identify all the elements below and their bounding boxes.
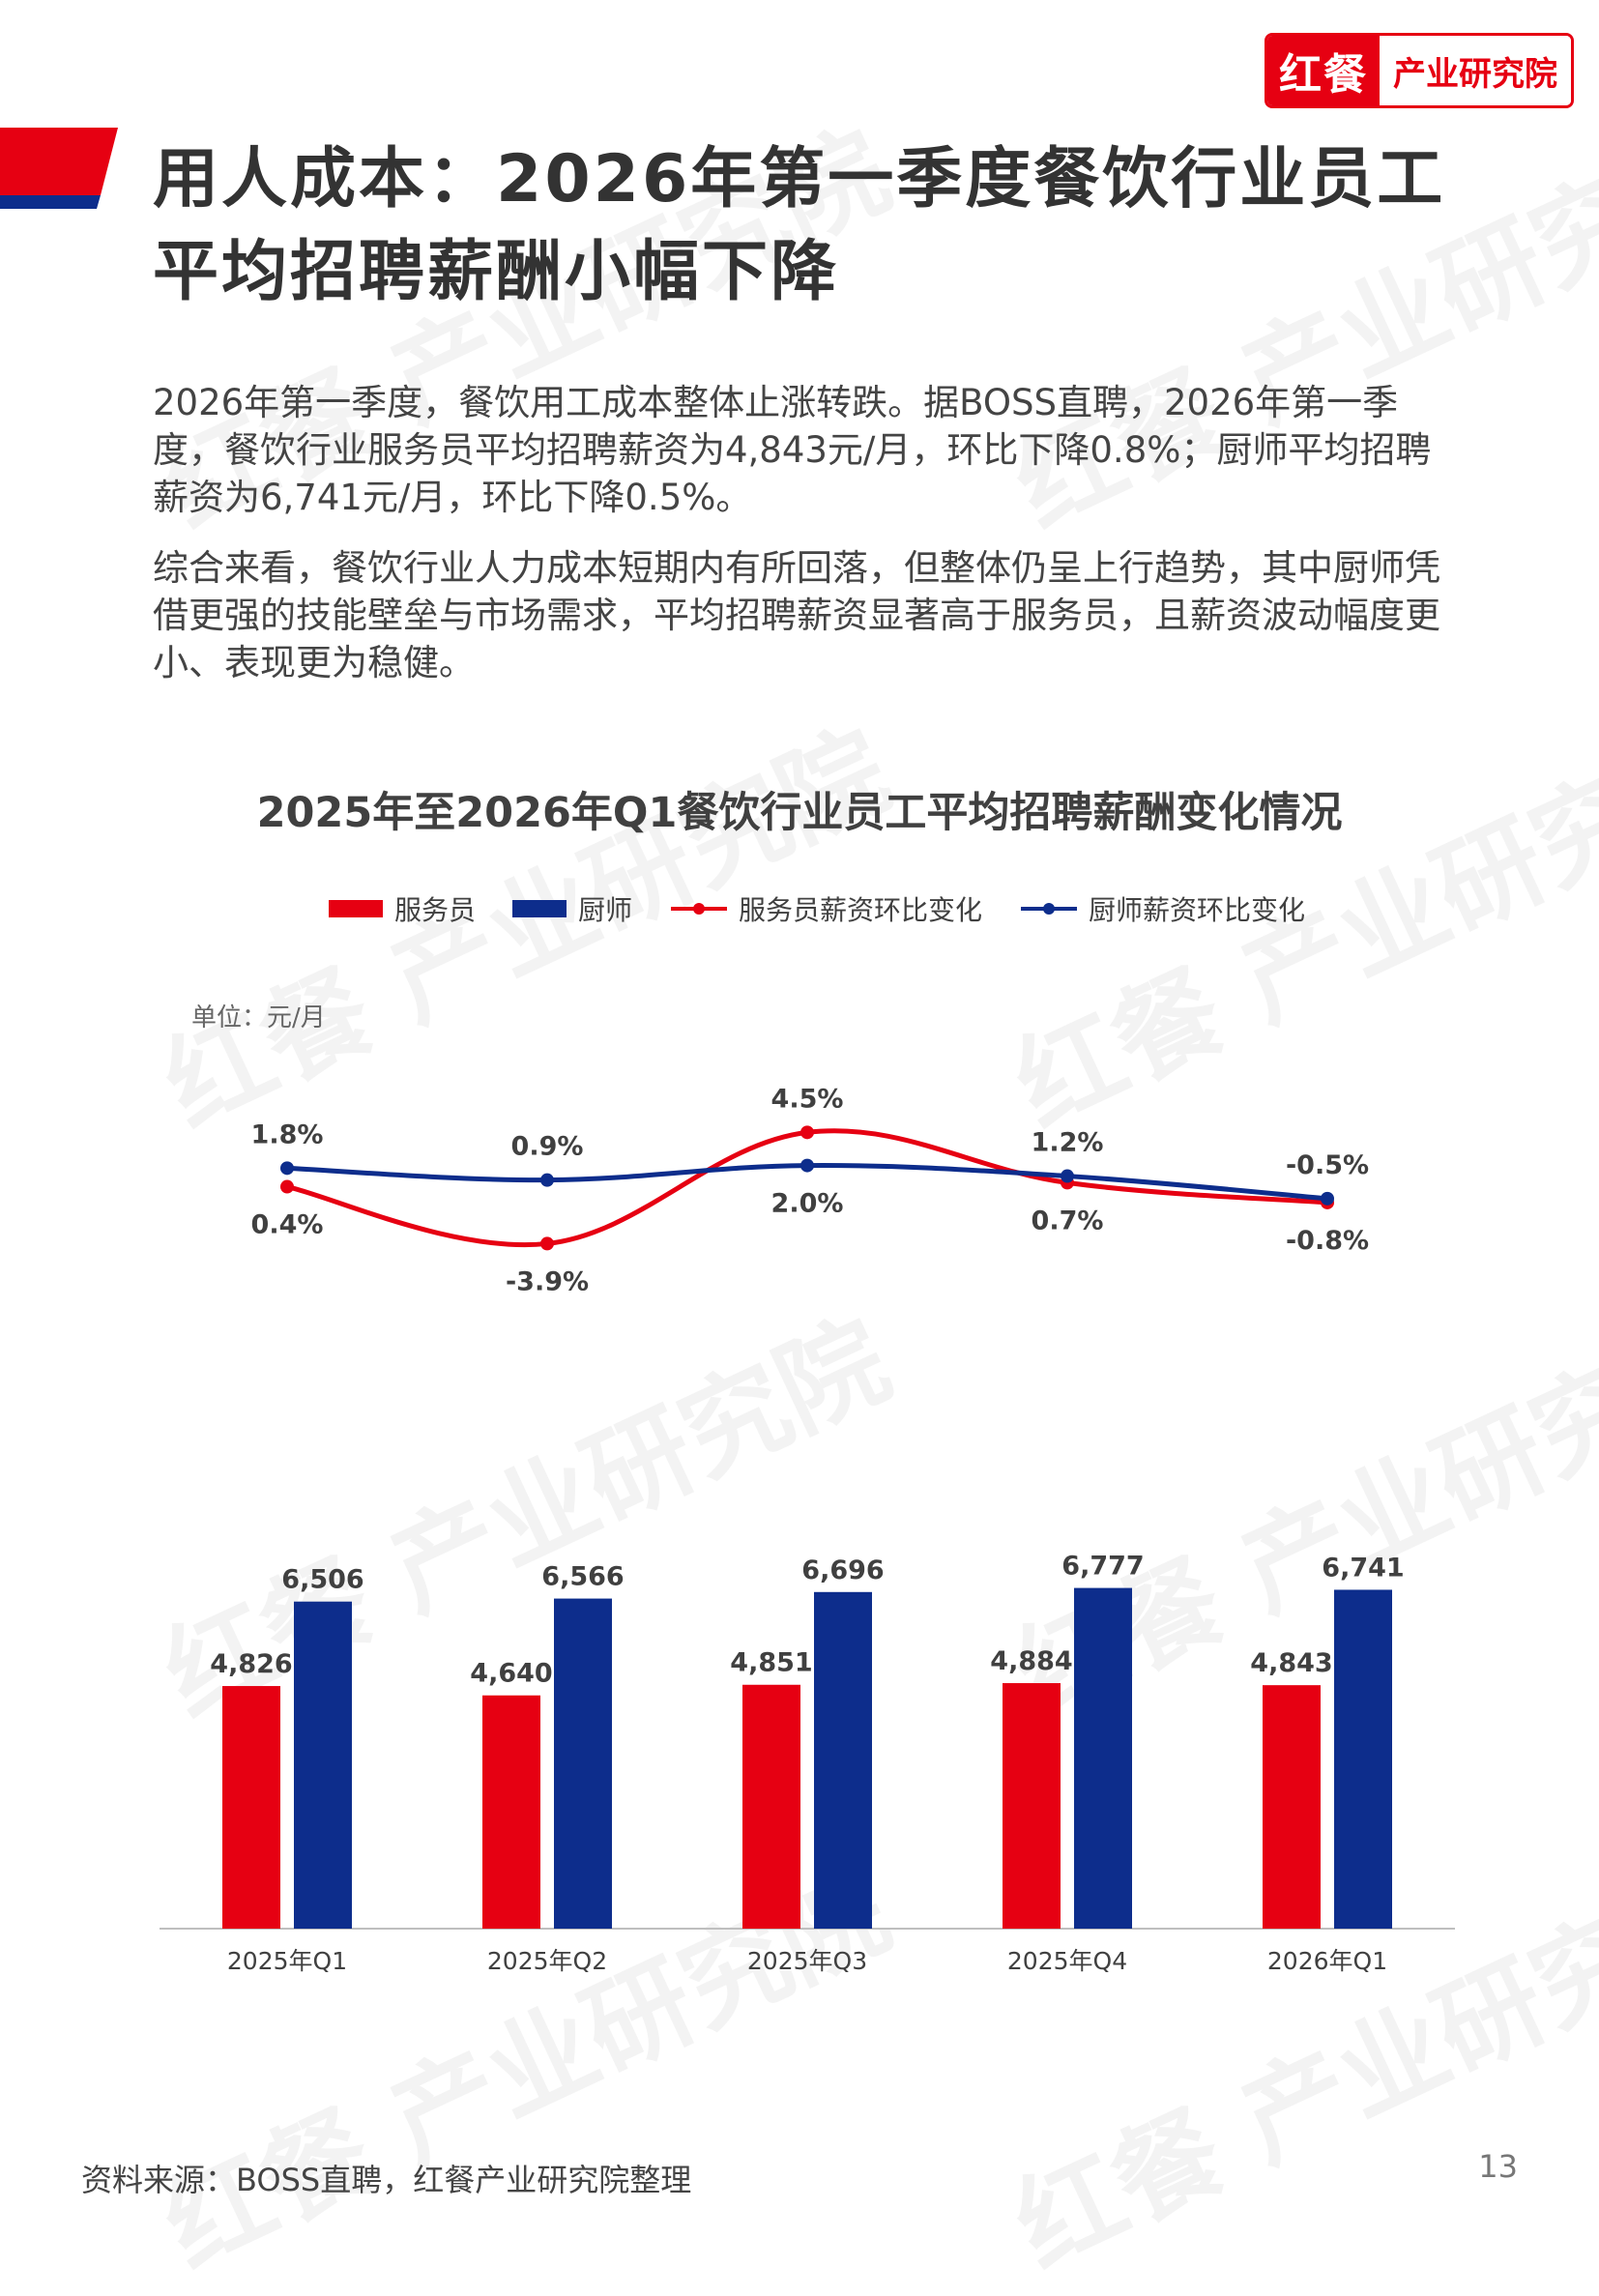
logo-sub-text: 产业研究院	[1380, 36, 1571, 105]
label-waiter-change-4: 0.7%	[1032, 1206, 1104, 1235]
label-waiter-2: 4,640	[470, 1659, 552, 1689]
legend-item-waiter-change: 服务员薪资环比变化	[669, 889, 982, 928]
page-number: 13	[1478, 2148, 1518, 2185]
bar-chef-3	[814, 1591, 872, 1929]
logo-main-text: 红餐	[1267, 36, 1380, 105]
point-chef-change-3	[800, 1158, 814, 1173]
label-chef-change-2: 0.9%	[511, 1132, 584, 1162]
bar-chef-4	[1074, 1587, 1132, 1929]
label-chef-change-4: 1.2%	[1032, 1128, 1104, 1158]
legend-label-chef-change: 厨师薪资环比变化	[1089, 894, 1306, 926]
label-waiter-5: 4,843	[1250, 1648, 1332, 1678]
point-waiter-change-3	[800, 1125, 814, 1140]
label-waiter-1: 4,826	[210, 1649, 292, 1679]
label-chef-change-3: 2.0%	[771, 1189, 844, 1219]
legend-swatch-waiter	[329, 900, 383, 917]
legend-label-waiter: 服务员	[394, 894, 477, 926]
bar-waiter-1	[222, 1686, 280, 1929]
label-waiter-change-5: -0.8%	[1286, 1226, 1369, 1256]
summary-paragraph: 综合来看，餐饮行业人力成本短期内有所回落，但整体仍呈上行趋势，其中厨师凭借更强的…	[153, 547, 1440, 683]
x-tick-label-4: 2025年Q4	[1007, 1947, 1127, 1972]
legend-item-chef: 厨师	[512, 889, 632, 928]
x-tick-label-3: 2025年Q3	[747, 1947, 867, 1972]
label-chef-5: 6,741	[1322, 1553, 1404, 1583]
bar-chef-5	[1334, 1589, 1392, 1929]
chart-legend: 服务员 厨师 服务员薪资环比变化 厨师薪资环比变化	[329, 889, 1342, 928]
point-waiter-change-1	[280, 1179, 294, 1194]
unit-label: 单位：元/月	[191, 1003, 326, 1032]
bar-chef-1	[294, 1601, 352, 1929]
intro-paragraph: 2026年第一季度，餐饮用工成本整体止涨转跌。据BOSS直聘，2026年第一季度…	[153, 382, 1432, 518]
bar-chef-2	[554, 1598, 612, 1929]
legend-line-waiter-change	[671, 903, 728, 915]
page-title: 用人成本：2026年第一季度餐饮行业员工平均招聘薪酬小幅下降	[153, 141, 1446, 310]
point-chef-change-1	[280, 1161, 294, 1176]
point-waiter-change-2	[540, 1236, 554, 1251]
legend-label-chef: 厨师	[578, 894, 633, 926]
label-chef-2: 6,566	[541, 1562, 624, 1592]
x-tick-label-2: 2025年Q2	[487, 1947, 607, 1972]
label-waiter-4: 4,884	[990, 1646, 1072, 1676]
label-waiter-3: 4,851	[730, 1648, 812, 1678]
bar-waiter-3	[742, 1684, 800, 1929]
label-chef-4: 6,777	[1061, 1552, 1144, 1582]
legend-item-waiter: 服务员	[329, 889, 476, 928]
label-waiter-change-3: 4.5%	[771, 1084, 844, 1114]
label-chef-1: 6,506	[281, 1565, 363, 1595]
bar-waiter-2	[482, 1695, 540, 1929]
legend-swatch-chef	[512, 900, 567, 917]
brand-logo: 红餐 产业研究院	[1265, 33, 1574, 108]
chart-title: 2025年至2026年Q1餐饮行业员工平均招聘薪酬变化情况	[256, 789, 1343, 837]
label-waiter-change-1: 0.4%	[251, 1210, 324, 1240]
legend-line-chef-change	[1021, 903, 1078, 915]
point-chef-change-4	[1061, 1169, 1074, 1183]
chart-area: 4,826 4,640 4,851 4,884 4,843 6,506 6,566 6,696…	[160, 1084, 1455, 1972]
point-chef-change-2	[540, 1173, 554, 1187]
source-note: 资料来源：BOSS直聘，红餐产业研究院整理	[81, 2162, 692, 2198]
x-tick-label-1: 2025年Q1	[227, 1947, 347, 1972]
point-chef-change-5	[1321, 1191, 1334, 1206]
x-tick-label-5: 2026年Q1	[1267, 1947, 1387, 1972]
label-chef-change-5: -0.5%	[1286, 1150, 1369, 1180]
title-decoration	[0, 128, 118, 209]
legend-item-chef-change: 厨师薪资环比变化	[1019, 889, 1305, 928]
label-chef-change-1: 1.8%	[251, 1119, 324, 1149]
label-chef-3: 6,696	[801, 1555, 884, 1585]
bar-waiter-4	[1003, 1683, 1061, 1929]
label-waiter-change-2: -3.9%	[506, 1266, 589, 1296]
legend-label-waiter-change: 服务员薪资环比变化	[739, 894, 983, 926]
bar-waiter-5	[1263, 1685, 1321, 1929]
